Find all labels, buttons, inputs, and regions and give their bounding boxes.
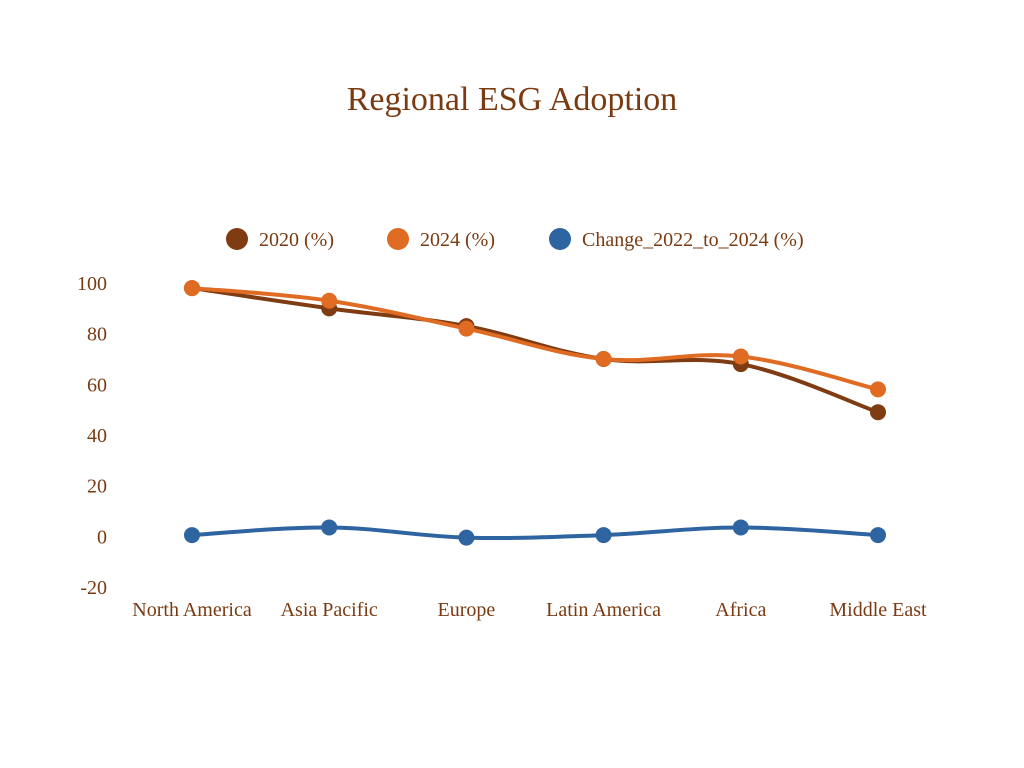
data-point[interactable] [870, 527, 886, 544]
x-tick-label: Africa [715, 599, 766, 621]
series-2 [184, 519, 886, 546]
series-group [184, 280, 886, 546]
data-point[interactable] [732, 348, 749, 365]
series-line [191, 286, 879, 415]
x-tick-label: Europe [438, 599, 496, 621]
series-0 [184, 280, 886, 421]
y-axis: 100 80 60 40 20 0 -20 [77, 273, 107, 599]
x-axis: North America Asia Pacific Europe Latin Ame… [132, 599, 927, 621]
data-point[interactable] [870, 404, 886, 421]
data-point[interactable] [458, 320, 475, 337]
legend-label: Change_2022_to_2024 (%) [582, 229, 804, 251]
data-point[interactable] [458, 529, 475, 546]
series-line [191, 286, 879, 392]
series-1 [184, 280, 886, 398]
chart-title: Regional ESG Adoption [347, 81, 678, 118]
y-tick-label: 80 [87, 324, 107, 346]
x-tick-label: North America [132, 599, 252, 621]
legend-item[interactable]: Change_2022_to_2024 (%) [549, 228, 804, 251]
legend: 2020 (%) 2024 (%) Change_2022_to_2024 (%) [226, 228, 804, 251]
legend-label: 2020 (%) [259, 229, 334, 251]
y-tick-label: 0 [97, 526, 107, 548]
series-line [191, 525, 879, 541]
data-point[interactable] [184, 527, 200, 544]
x-tick-label: Asia Pacific [281, 599, 378, 621]
y-tick-label: 60 [87, 374, 107, 396]
y-tick-label: -20 [80, 577, 107, 599]
legend-marker [387, 228, 409, 250]
legend-label: 2024 (%) [420, 229, 495, 251]
legend-item[interactable]: 2024 (%) [387, 228, 495, 251]
data-point[interactable] [321, 292, 338, 309]
data-point[interactable] [870, 381, 886, 398]
data-point[interactable] [595, 527, 612, 544]
y-tick-label: 20 [87, 476, 107, 498]
legend-item[interactable]: 2020 (%) [226, 228, 334, 251]
x-tick-label: Latin America [546, 599, 661, 621]
y-tick-label: 100 [77, 273, 107, 295]
legend-marker [226, 228, 248, 250]
y-tick-label: 40 [87, 425, 107, 447]
data-point[interactable] [732, 519, 749, 536]
data-point[interactable] [184, 280, 200, 297]
legend-marker [549, 228, 571, 250]
data-point[interactable] [595, 351, 612, 367]
x-tick-label: Middle East [829, 599, 927, 621]
data-point[interactable] [321, 519, 338, 536]
